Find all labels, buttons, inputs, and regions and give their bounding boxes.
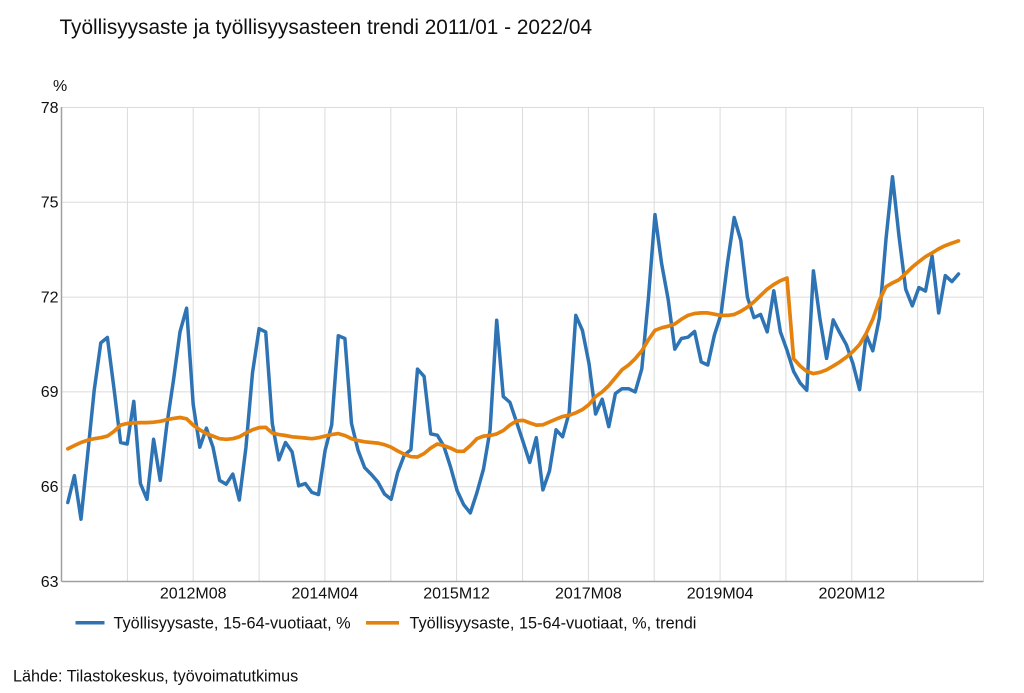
svg-text:75: 75 <box>41 195 59 212</box>
svg-text:2017M08: 2017M08 <box>555 586 622 603</box>
svg-text:Lähde: Tilastokeskus, työvoima: Lähde: Tilastokeskus, työvoimatutkimus <box>13 668 298 686</box>
svg-text:%: % <box>53 78 67 95</box>
svg-text:78: 78 <box>41 100 59 117</box>
svg-text:2014M04: 2014M04 <box>292 586 359 603</box>
svg-text:66: 66 <box>41 479 59 496</box>
svg-text:2019M04: 2019M04 <box>687 586 754 603</box>
svg-text:Työllisyysaste, 15-64-vuotiaat: Työllisyysaste, 15-64-vuotiaat, %, trend… <box>410 615 697 633</box>
svg-text:Työllisyysaste, 15-64-vuotiaat: Työllisyysaste, 15-64-vuotiaat, % <box>114 615 351 633</box>
svg-text:69: 69 <box>41 384 59 401</box>
svg-text:Työllisyysaste ja työllisyysas: Työllisyysaste ja työllisyysasteen trend… <box>60 16 593 39</box>
svg-text:63: 63 <box>41 574 59 591</box>
svg-text:2012M08: 2012M08 <box>160 586 227 603</box>
svg-text:72: 72 <box>41 289 59 306</box>
svg-text:2015M12: 2015M12 <box>423 586 490 603</box>
svg-text:2020M12: 2020M12 <box>818 586 885 603</box>
